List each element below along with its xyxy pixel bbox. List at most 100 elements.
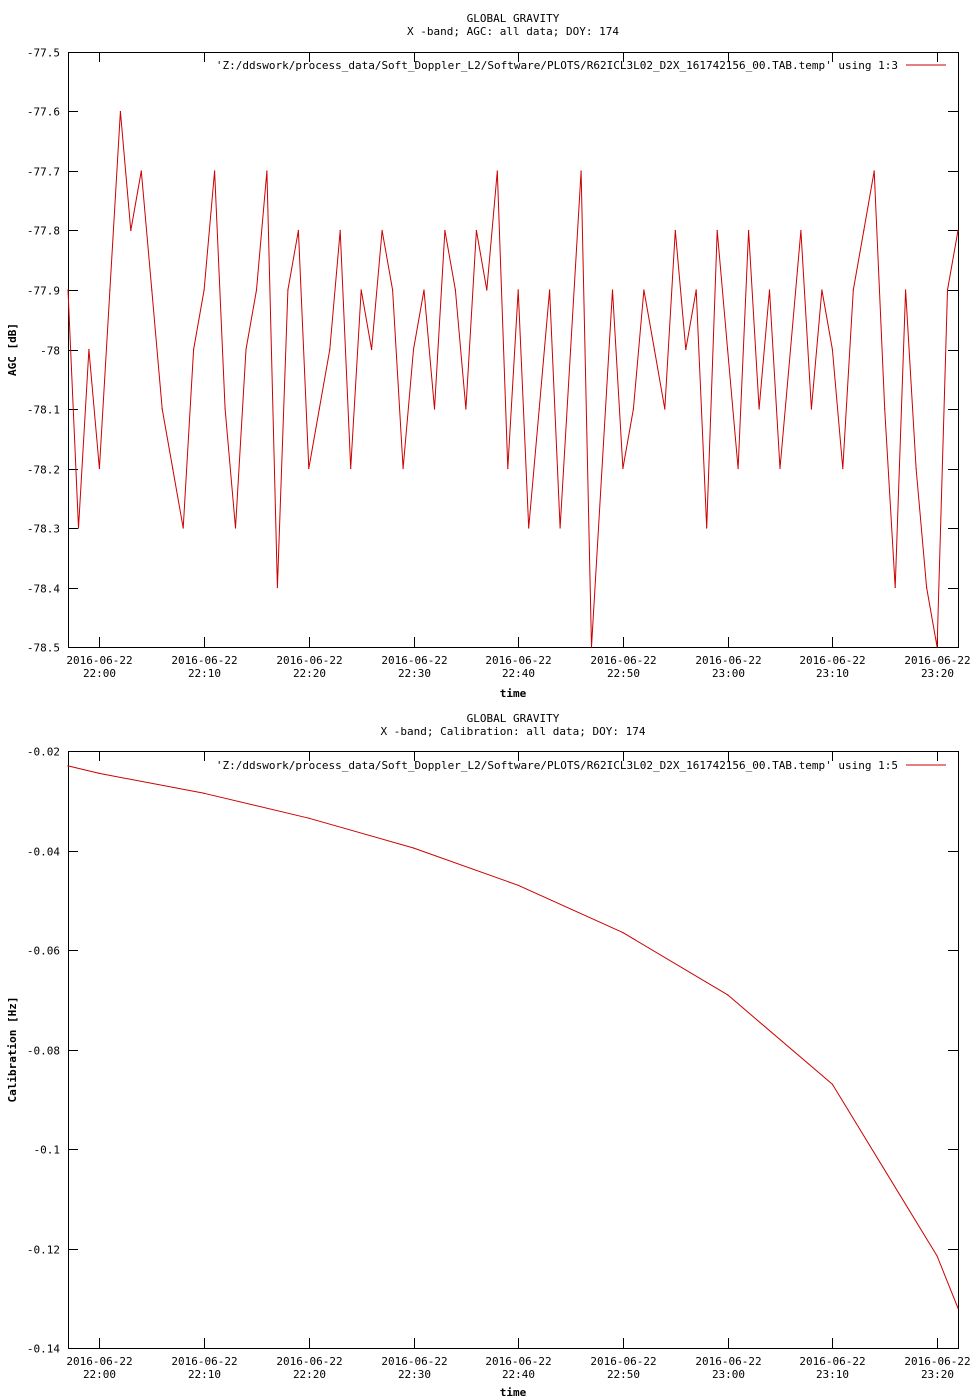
chart-title: GLOBAL GRAVITY [467, 12, 560, 25]
y-tick-label: -77.8 [27, 225, 60, 238]
data-point [130, 229, 132, 232]
x-tick-date-label: 2016-06-22 [799, 654, 865, 667]
data-point [622, 932, 624, 934]
x-tick-date-label: 2016-06-22 [276, 654, 342, 667]
x-tick-date-label: 2016-06-22 [66, 654, 132, 667]
data-point [685, 348, 687, 351]
data-point [402, 467, 404, 470]
data-point [957, 229, 959, 232]
data-point [852, 289, 854, 291]
data-point [926, 586, 928, 589]
legend-label: 'Z:/ddswork/process_data/Soft_Doppler_L2… [216, 759, 898, 772]
data-point [465, 408, 467, 410]
data-point [695, 289, 697, 291]
data-point [664, 408, 666, 410]
plot-frame [68, 751, 959, 1349]
x-tick-date-label: 2016-06-22 [276, 1355, 342, 1368]
data-point [957, 1307, 959, 1309]
data-point [727, 348, 729, 351]
data-point [329, 348, 331, 351]
data-point [98, 467, 100, 470]
legend-label: 'Z:/ddswork/process_data/Soft_Doppler_L2… [216, 59, 898, 72]
chart-subtitle: X -band; AGC: all data; DOY: 174 [407, 25, 619, 38]
data-point [119, 110, 121, 113]
y-tick-label: -77.5 [27, 47, 60, 60]
data-point [727, 994, 729, 996]
y-tick-label: -78.3 [27, 523, 60, 536]
data-point [789, 348, 792, 351]
data-point [538, 408, 540, 410]
data-point [936, 1255, 938, 1257]
data-point [203, 289, 205, 291]
data-point [339, 229, 341, 232]
data-point [674, 229, 676, 232]
data-point [412, 847, 415, 849]
chart-subtitle: X -band; Calibration: all data; DOY: 174 [381, 725, 646, 738]
y-tick-label: -77.7 [27, 166, 60, 179]
x-tick-time-label: 22:10 [188, 1368, 221, 1381]
data-point [98, 772, 100, 775]
y-tick-label: -78.5 [27, 642, 60, 655]
data-point [653, 348, 656, 351]
x-tick-date-label: 2016-06-22 [66, 1355, 132, 1368]
data-point [559, 527, 561, 529]
x-tick-date-label: 2016-06-22 [904, 1355, 970, 1368]
data-point [590, 646, 593, 648]
y-tick-label: -0.1 [34, 1144, 61, 1157]
data-point [423, 289, 425, 291]
data-point [486, 289, 488, 291]
data-point [611, 289, 614, 291]
data-point [936, 646, 938, 648]
data-point [297, 229, 299, 232]
data-point [884, 408, 886, 410]
data-point [433, 408, 436, 410]
data-point [88, 348, 90, 351]
x-tick-time-label: 22:20 [293, 667, 326, 680]
y-tick-label: -78.2 [27, 464, 60, 477]
data-point [894, 586, 896, 589]
x-tick-date-label: 2016-06-22 [171, 654, 237, 667]
x-tick-time-label: 23:20 [921, 1368, 954, 1381]
y-tick-label: -0.08 [27, 1045, 60, 1058]
data-point [140, 170, 142, 172]
y-tick-label: -78.1 [27, 404, 60, 417]
y-tick-label: -78 [40, 345, 60, 358]
data-point [193, 348, 195, 351]
data-point [915, 467, 917, 470]
x-tick-time-label: 22:30 [398, 667, 431, 680]
y-axis-label: AGC [dB] [6, 323, 19, 376]
x-tick-time-label: 23:10 [816, 1368, 849, 1381]
data-point [475, 229, 477, 232]
y-tick-label: -0.02 [27, 746, 60, 759]
x-tick-date-label: 2016-06-22 [485, 1355, 551, 1368]
data-point [905, 289, 907, 291]
x-tick-date-label: 2016-06-22 [799, 1355, 865, 1368]
chart-title: GLOBAL GRAVITY [467, 712, 560, 725]
data-point [748, 229, 750, 232]
data-point [151, 289, 153, 291]
data-point [360, 289, 362, 291]
data-point [549, 289, 551, 291]
data-point [77, 527, 80, 529]
data-point [863, 229, 865, 232]
data-point [517, 289, 519, 291]
data-point [716, 229, 718, 232]
x-tick-date-label: 2016-06-22 [590, 1355, 656, 1368]
data-point [570, 348, 572, 351]
data-point [203, 792, 205, 794]
series-line [67, 765, 959, 1309]
x-tick-time-label: 22:50 [607, 667, 640, 680]
data-point [308, 817, 310, 819]
data-point [350, 467, 352, 470]
x-tick-time-label: 22:00 [83, 667, 116, 680]
plot-frame [68, 52, 959, 648]
x-tick-time-label: 22:50 [607, 1368, 640, 1381]
x-tick-date-label: 2016-06-22 [904, 654, 970, 667]
data-point [768, 289, 771, 291]
data-point [214, 170, 216, 172]
x-tick-date-label: 2016-06-22 [485, 654, 551, 667]
y-tick-label: -77.9 [27, 285, 60, 298]
data-point [224, 408, 226, 410]
x-axis-label: time [500, 687, 527, 700]
data-point [496, 170, 498, 172]
